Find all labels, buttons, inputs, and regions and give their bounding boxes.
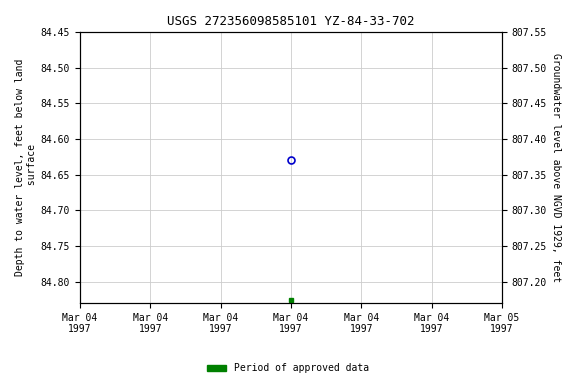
Title: USGS 272356098585101 YZ-84-33-702: USGS 272356098585101 YZ-84-33-702 bbox=[167, 15, 415, 28]
Y-axis label: Depth to water level, feet below land
 surface: Depth to water level, feet below land su… bbox=[15, 59, 37, 276]
Y-axis label: Groundwater level above NGVD 1929, feet: Groundwater level above NGVD 1929, feet bbox=[551, 53, 561, 282]
Legend: Period of approved data: Period of approved data bbox=[203, 359, 373, 377]
